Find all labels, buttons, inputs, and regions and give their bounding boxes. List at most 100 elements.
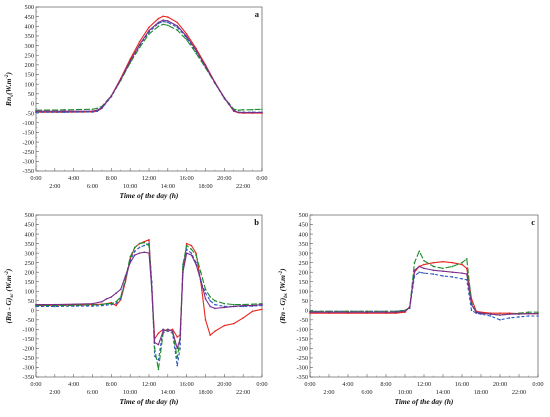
y-axis-title-part: Rn bbox=[4, 97, 13, 107]
x-tick-label: 12:00 bbox=[417, 381, 431, 388]
x-tick-label: 18:00 bbox=[198, 183, 212, 190]
data-point bbox=[110, 95, 113, 97]
y-tick-label: -100 bbox=[296, 327, 308, 334]
data-point bbox=[134, 250, 136, 253]
data-point bbox=[366, 311, 368, 314]
data-point bbox=[242, 317, 244, 319]
x-tick-label: 20:00 bbox=[217, 381, 231, 388]
data-point bbox=[185, 244, 188, 247]
y-tick-label: 250 bbox=[299, 260, 308, 267]
data-point bbox=[442, 267, 444, 270]
data-point bbox=[162, 330, 164, 333]
y-axis-title-part: ) bbox=[4, 268, 13, 272]
data-point bbox=[157, 359, 160, 361]
data-point bbox=[153, 355, 156, 357]
y-tick-label: 50 bbox=[302, 298, 308, 305]
y-tick-label: 450 bbox=[25, 14, 34, 21]
y-tick-label: 150 bbox=[25, 279, 34, 286]
y-tick-label: -350 bbox=[22, 168, 34, 175]
data-point bbox=[228, 103, 230, 105]
data-point bbox=[347, 311, 349, 314]
y-tick-label: -350 bbox=[22, 374, 34, 381]
y-axis-title-part: sc bbox=[10, 293, 15, 299]
x-tick-label: 8:00 bbox=[106, 381, 117, 388]
data-point bbox=[157, 21, 160, 24]
data-point bbox=[176, 347, 179, 350]
x-tick-label: 2:00 bbox=[49, 389, 60, 396]
y-axis-title-part: (W.m bbox=[278, 275, 287, 293]
data-point bbox=[153, 347, 156, 350]
data-point bbox=[465, 258, 468, 260]
data-point bbox=[162, 328, 164, 331]
data-point bbox=[223, 97, 226, 99]
data-point bbox=[115, 304, 117, 307]
data-point bbox=[129, 256, 131, 258]
y-tick-label: 450 bbox=[299, 222, 308, 229]
series-line-3 bbox=[35, 23, 263, 111]
series-line-4 bbox=[36, 251, 263, 349]
data-point bbox=[157, 17, 160, 20]
y-axis-title: (Rn - G)bs (W.m-2) bbox=[278, 268, 289, 324]
data-point bbox=[518, 316, 520, 318]
data-point bbox=[251, 108, 254, 111]
data-point bbox=[418, 271, 421, 273]
y-tick-label: -300 bbox=[22, 365, 34, 372]
x-tick-label: 16:00 bbox=[179, 381, 193, 388]
x-tick-label: 22:00 bbox=[236, 183, 250, 190]
data-point bbox=[442, 260, 444, 263]
y-tick-label: -300 bbox=[296, 365, 308, 372]
data-point bbox=[214, 81, 216, 84]
y-tick-label: 400 bbox=[25, 23, 34, 30]
x-tick-label: 16:00 bbox=[179, 175, 193, 182]
y-tick-label: 300 bbox=[25, 43, 34, 50]
y-tick-label: -100 bbox=[22, 120, 34, 127]
data-point bbox=[432, 265, 435, 268]
x-tick-label: 14:00 bbox=[161, 389, 175, 396]
data-point bbox=[223, 306, 226, 309]
x-tick-label: 20:00 bbox=[493, 381, 507, 388]
data-point bbox=[394, 311, 397, 314]
data-point bbox=[167, 24, 169, 27]
data-point bbox=[110, 302, 113, 305]
data-point bbox=[96, 109, 99, 112]
data-point bbox=[129, 261, 131, 264]
data-point bbox=[489, 315, 492, 317]
data-point bbox=[195, 49, 197, 52]
data-point bbox=[151, 288, 153, 291]
data-point bbox=[91, 110, 94, 112]
data-point bbox=[185, 35, 188, 38]
x-tick-label: 4:00 bbox=[68, 175, 79, 182]
y-tick-label: 100 bbox=[25, 81, 34, 88]
data-point bbox=[209, 305, 212, 308]
x-tick-label: 18:00 bbox=[474, 389, 488, 396]
data-point bbox=[138, 43, 141, 46]
data-point bbox=[162, 23, 164, 26]
data-point bbox=[91, 305, 94, 307]
data-point bbox=[328, 311, 330, 314]
y-tick-label: 300 bbox=[299, 250, 308, 257]
data-point bbox=[408, 306, 411, 309]
data-point bbox=[134, 254, 136, 256]
data-point bbox=[119, 78, 122, 81]
y-tick-label: 250 bbox=[25, 52, 34, 59]
y-tick-label: 400 bbox=[299, 231, 308, 238]
y-tick-label: -250 bbox=[22, 149, 34, 156]
data-point bbox=[461, 261, 463, 264]
data-point bbox=[195, 252, 197, 254]
y-tick-label: -200 bbox=[296, 346, 308, 353]
data-point bbox=[182, 271, 184, 273]
y-tick-label: 200 bbox=[25, 62, 34, 69]
data-point bbox=[537, 315, 539, 317]
x-tick-label: 2:00 bbox=[49, 183, 60, 190]
y-axis-title-part: -2 bbox=[5, 74, 10, 79]
y-axis-title: (Rn - G)sc (W.m-2) bbox=[4, 268, 15, 323]
x-tick-label: 12:00 bbox=[142, 381, 156, 388]
data-point bbox=[119, 288, 122, 291]
data-point bbox=[237, 111, 240, 114]
y-tick-label: -150 bbox=[22, 130, 34, 137]
plot-frame bbox=[309, 214, 539, 378]
data-point bbox=[101, 106, 103, 109]
data-point bbox=[251, 111, 254, 114]
data-point bbox=[54, 303, 56, 306]
data-point bbox=[148, 252, 150, 254]
